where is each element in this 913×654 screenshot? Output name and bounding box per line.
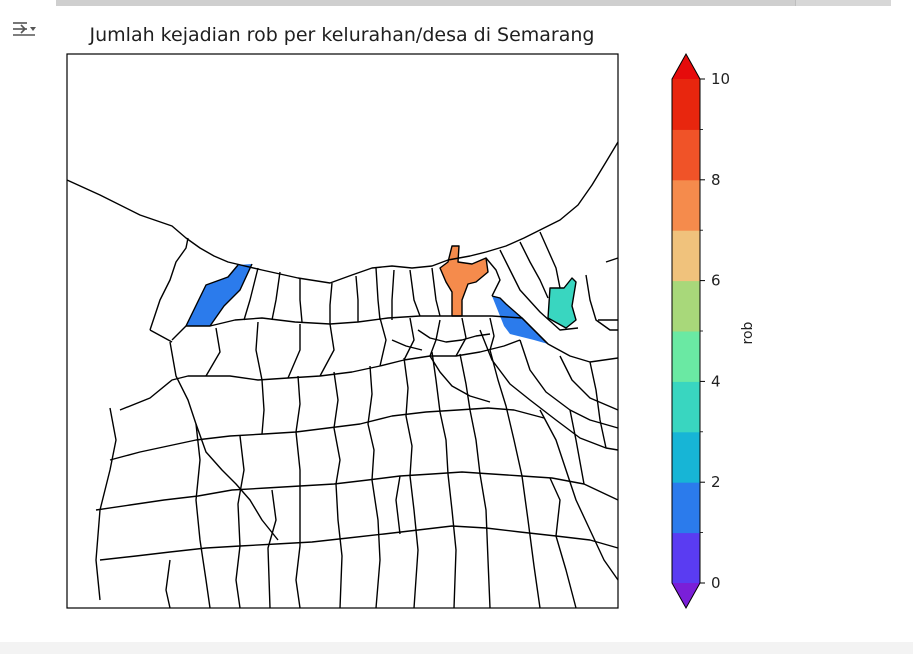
colorbar-extend-top [672,54,700,79]
cell-top-border-right [795,0,891,6]
colorbar-segment [672,280,700,332]
area-east-strip [492,296,548,344]
colorbar-segment [672,532,700,584]
map-panel [66,53,619,609]
colorbar-extend-bottom [672,583,700,608]
boundary-lines [66,141,619,609]
colorbar-segment [672,482,700,534]
colorbar-segment [672,230,700,282]
colorbar-tick-label: 2 [711,473,721,491]
coastline [66,141,619,284]
area-west-coastal-strip [186,264,252,326]
colorbar-segment [672,79,700,130]
colorbar-segment [672,381,700,433]
output-collapse-icon[interactable] [10,14,40,42]
colorbar-segment [672,179,700,231]
colorbar-tick-label: 8 [711,171,721,189]
colorbar-tick-label: 10 [711,70,730,88]
colorbar: 0 2 4 6 8 10 rob [671,52,756,610]
cell-top-border [56,0,890,6]
map-frame [66,53,619,609]
colorbar-label: rob [740,321,756,344]
colorbar-segment [672,129,700,181]
area-far-east [548,278,576,328]
colorbar-segment [672,431,700,483]
colorbar-tick-label: 0 [711,574,721,592]
west-peninsula [149,237,189,331]
colorbar-segment [672,331,700,382]
colorbar-tick-label: 6 [711,272,721,290]
cell-bottom-bar [0,642,913,654]
colorbar-tick-label: 4 [711,372,721,390]
map-title: Jumlah kejadian rob per kelurahan/desa d… [89,24,595,46]
